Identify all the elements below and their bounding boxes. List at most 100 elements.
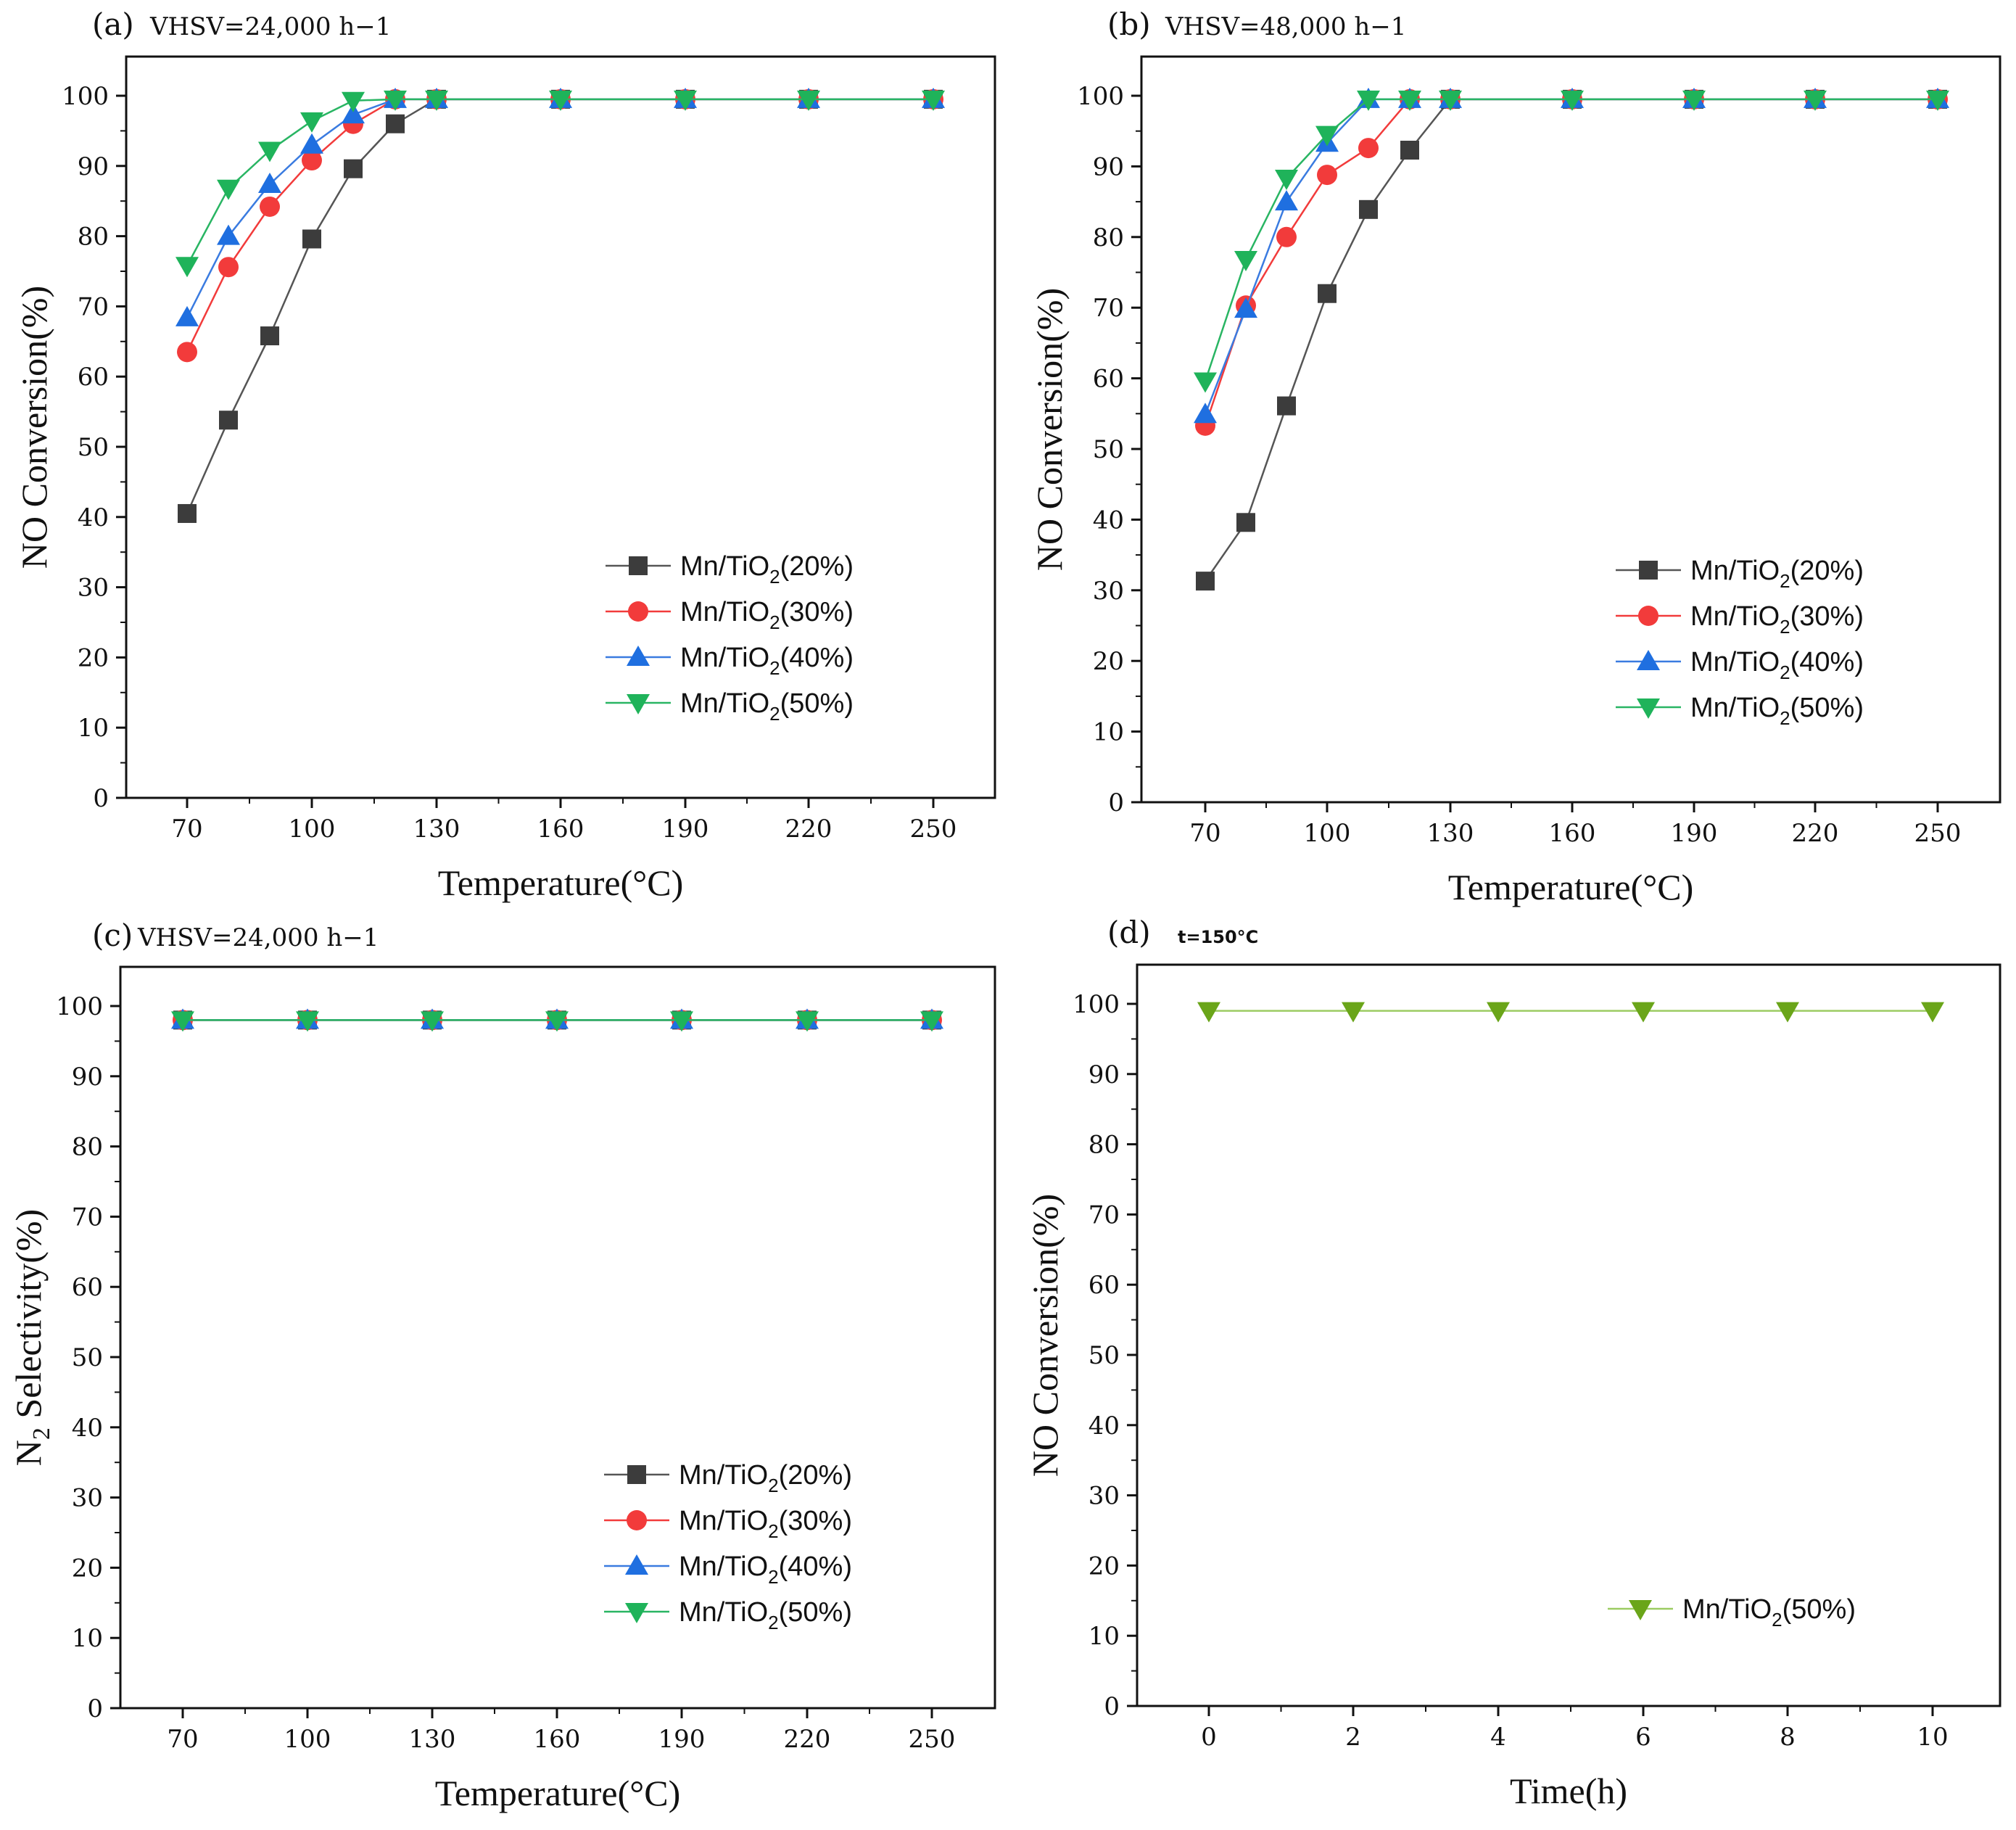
y-tick-label: 40 bbox=[72, 1414, 103, 1443]
legend-label-main: Mn/TiO bbox=[679, 1506, 768, 1536]
legend-marker bbox=[1638, 606, 1658, 626]
x-tick-label: 70 bbox=[1189, 819, 1220, 848]
legend-entry: Mn/TiO2(20%) bbox=[604, 1460, 852, 1496]
legend-entry: Mn/TiO2(30%) bbox=[604, 1506, 852, 1542]
y-tick-label: 0 bbox=[87, 1694, 103, 1723]
y-tick-label: 30 bbox=[78, 574, 109, 603]
y-tick-label: 0 bbox=[1108, 788, 1124, 817]
panel-c: 0 10 20 30 40 50 60 70 80 90 100 70 100 130 160 190 220 2… bbox=[8, 918, 996, 1813]
legend-label-main: Mn/TiO bbox=[1682, 1594, 1772, 1625]
data-point bbox=[217, 179, 240, 200]
series-line bbox=[186, 98, 933, 266]
y-tick-label: 40 bbox=[78, 503, 109, 532]
y-axis-label: NO Conversion(%) bbox=[1029, 288, 1070, 571]
legend-label: Mn/TiO2(50%) bbox=[1690, 693, 1864, 729]
x-tick-label: 250 bbox=[909, 1725, 956, 1754]
legend-label: Mn/TiO2(40%) bbox=[680, 643, 854, 679]
data-point bbox=[177, 342, 197, 363]
data-point bbox=[545, 1011, 569, 1032]
data-point bbox=[1318, 284, 1337, 303]
data-point bbox=[1398, 90, 1421, 111]
panel-a: 0 10 20 30 40 50 60 70 80 90 100 70 100 130 160 190 220 2… bbox=[14, 7, 996, 903]
series-line bbox=[1204, 98, 1938, 582]
legend-label-sub: 2 bbox=[768, 1475, 778, 1496]
legend-label: Mn/TiO2(20%) bbox=[680, 551, 854, 588]
legend-label-main: Mn/TiO bbox=[1690, 647, 1780, 677]
legend-label-main: Mn/TiO bbox=[680, 551, 769, 582]
x-tick-label: 190 bbox=[1671, 819, 1718, 848]
legend-label: Mn/TiO2(40%) bbox=[1690, 647, 1864, 683]
y-tick-label: 20 bbox=[1088, 1551, 1120, 1580]
data-point bbox=[549, 90, 572, 111]
legend-label-sub: 2 bbox=[1780, 616, 1790, 638]
legend-label-sub: 2 bbox=[769, 703, 780, 725]
legend-label-main: Mn/TiO bbox=[1690, 556, 1780, 586]
data-point bbox=[219, 411, 238, 430]
x-axis-label: Temperature(°C) bbox=[435, 1773, 681, 1813]
plot-frame bbox=[1140, 55, 2001, 804]
panel-condition: VHSV=24,000 h−1 bbox=[149, 12, 391, 41]
data-point bbox=[344, 159, 363, 178]
data-point bbox=[1487, 1002, 1510, 1023]
series-2 bbox=[1194, 87, 1949, 424]
legend-label-suffix: (20%) bbox=[780, 551, 854, 582]
panel-label: (c) bbox=[92, 918, 133, 953]
legend-marker bbox=[1637, 698, 1660, 719]
data-point bbox=[1359, 199, 1378, 219]
data-point bbox=[1921, 1002, 1944, 1023]
legend-label-main: Mn/TiO bbox=[679, 1551, 768, 1582]
y-tick-label: 0 bbox=[1104, 1692, 1120, 1721]
x-tick-label: 4 bbox=[1490, 1723, 1506, 1752]
y-tick-label: 50 bbox=[78, 433, 109, 462]
y-tick-label: 80 bbox=[1093, 223, 1124, 252]
data-point bbox=[178, 503, 197, 523]
data-point bbox=[1197, 1002, 1220, 1023]
x-tick-label: 160 bbox=[1549, 819, 1596, 848]
series-line bbox=[186, 98, 933, 353]
y-axis-label: NO Conversion(%) bbox=[14, 286, 54, 569]
legend-label-sub: 2 bbox=[1780, 570, 1790, 592]
series-1 bbox=[177, 88, 943, 363]
legend-entry: Mn/TiO2(50%) bbox=[606, 688, 854, 725]
legend-marker bbox=[628, 601, 648, 622]
legend-entry: Mn/TiO2(30%) bbox=[606, 597, 854, 633]
y-tick-label: 60 bbox=[72, 1273, 103, 1302]
legend-label: Mn/TiO2(20%) bbox=[679, 1460, 852, 1496]
data-point bbox=[1561, 90, 1584, 111]
legend-label-main: Mn/TiO bbox=[679, 1460, 768, 1491]
y-tick-label: 90 bbox=[1093, 152, 1124, 181]
legend-marker bbox=[1639, 561, 1658, 580]
x-axis-label: Time(h) bbox=[1510, 1771, 1627, 1811]
y-tick-label: 50 bbox=[1088, 1341, 1120, 1370]
series-0 bbox=[178, 89, 943, 523]
y-tick-label: 40 bbox=[1088, 1411, 1120, 1440]
y-axis-label-suffix: Selectivity(%) bbox=[8, 1209, 49, 1427]
legend-label-suffix: (40%) bbox=[1790, 647, 1864, 677]
series-2 bbox=[175, 87, 945, 326]
data-point bbox=[797, 90, 820, 111]
legend-label-sub: 2 bbox=[768, 1566, 778, 1588]
data-point bbox=[1682, 90, 1706, 111]
data-point bbox=[920, 1011, 943, 1032]
legend-label-main: Mn/TiO bbox=[680, 688, 769, 719]
legend-entry: Mn/TiO2(40%) bbox=[606, 643, 854, 679]
legend-label-suffix: (40%) bbox=[780, 643, 854, 673]
data-point bbox=[258, 172, 281, 193]
legend-label: Mn/TiO2(20%) bbox=[1690, 556, 1864, 592]
legend-label-main: Mn/TiO bbox=[1690, 693, 1780, 723]
x-axis-label: Temperature(°C) bbox=[438, 862, 684, 903]
data-point bbox=[1357, 90, 1380, 111]
legend-label-main: Mn/TiO bbox=[680, 597, 769, 627]
y-tick-label: 90 bbox=[78, 152, 109, 181]
panel-d: 0 10 20 30 40 50 60 70 80 90 100 0 2 4 6 8 10 Time(h) NO C… bbox=[1025, 915, 2001, 1811]
x-tick-label: 70 bbox=[167, 1725, 198, 1754]
y-tick-label: 90 bbox=[1088, 1060, 1120, 1089]
x-axis-label: Temperature(°C) bbox=[1448, 867, 1694, 907]
legend-marker bbox=[629, 556, 648, 575]
y-tick-label: 50 bbox=[1093, 435, 1124, 464]
data-point bbox=[1400, 140, 1419, 160]
legend-label-suffix: (20%) bbox=[1790, 556, 1864, 586]
y-tick-label: 10 bbox=[78, 714, 109, 743]
data-point bbox=[1194, 372, 1217, 393]
